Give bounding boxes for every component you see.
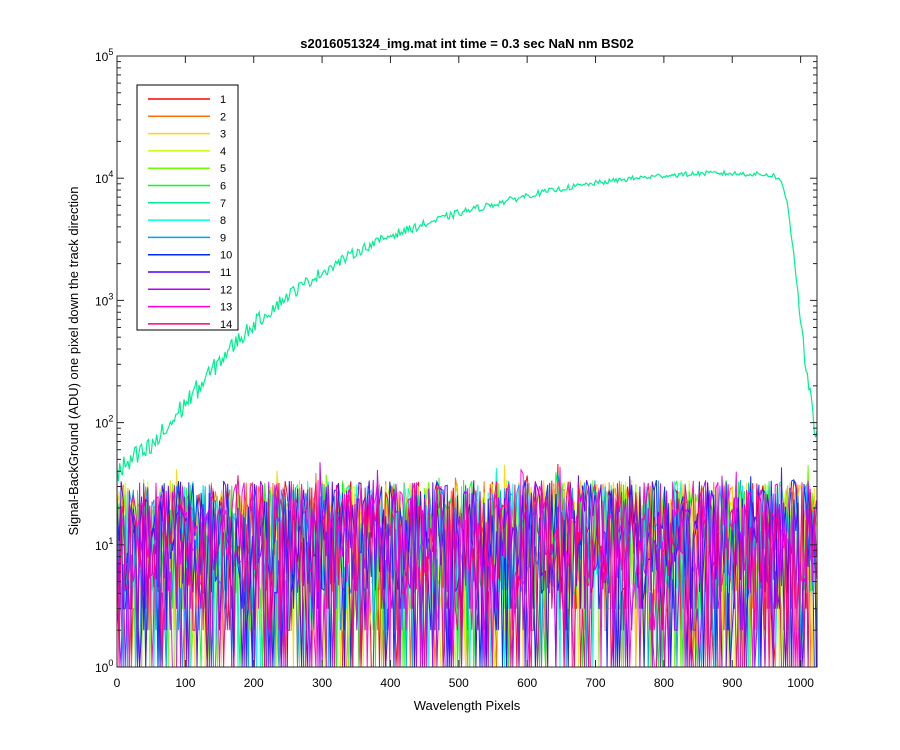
y-tick-label: 101: [95, 536, 113, 553]
legend-label-1: 1: [220, 94, 226, 106]
y-tick-label: 102: [95, 414, 113, 431]
legend-label-12: 12: [220, 284, 232, 296]
series-line-7: [116, 169, 818, 482]
x-tick-label: 900: [722, 676, 742, 690]
signal-series-group: [116, 169, 818, 482]
y-tick-label: 105: [95, 47, 113, 64]
x-tick-label: 400: [380, 676, 400, 690]
axes-box: [116, 55, 818, 668]
x-tick-label: 200: [244, 676, 264, 690]
legend-label-11: 11: [220, 267, 231, 279]
x-axis-label: Wavelength Pixels: [414, 698, 521, 713]
legend-label-6: 6: [220, 181, 226, 193]
chart-title: s2016051324_img.mat int time = 0.3 sec N…: [300, 36, 634, 51]
x-tick-label: 700: [586, 676, 606, 690]
y-axis-label: Signal-BackGround (ADU) one pixel down t…: [66, 186, 81, 535]
legend-label-3: 3: [220, 129, 226, 141]
x-tick-label: 100: [175, 676, 195, 690]
legend-label-13: 13: [220, 302, 232, 314]
legend-label-8: 8: [220, 215, 226, 227]
series-line-12: [116, 462, 817, 668]
x-tick-label: 0: [114, 676, 121, 690]
y-tick-label: 100: [95, 658, 113, 675]
legend-label-14: 14: [220, 319, 232, 331]
legend-label-5: 5: [220, 163, 226, 175]
x-tick-label: 500: [449, 676, 469, 690]
legend-label-7: 7: [220, 198, 226, 210]
y-tick-label: 104: [95, 169, 113, 186]
x-tick-label: 600: [517, 676, 537, 690]
x-tick-label: 300: [312, 676, 332, 690]
noise-series-group: [116, 462, 817, 668]
legend-label-2: 2: [220, 111, 226, 123]
x-tick-label: 800: [654, 676, 674, 690]
legend-label-4: 4: [220, 146, 226, 158]
y-tick-label: 103: [95, 291, 113, 308]
legend-label-10: 10: [220, 250, 232, 262]
x-tick-label: 1000: [787, 676, 814, 690]
legend-label-9: 9: [220, 232, 226, 244]
x-axis: 0 100 200 300 400 500 600 700 800 900 1000: [114, 56, 814, 690]
